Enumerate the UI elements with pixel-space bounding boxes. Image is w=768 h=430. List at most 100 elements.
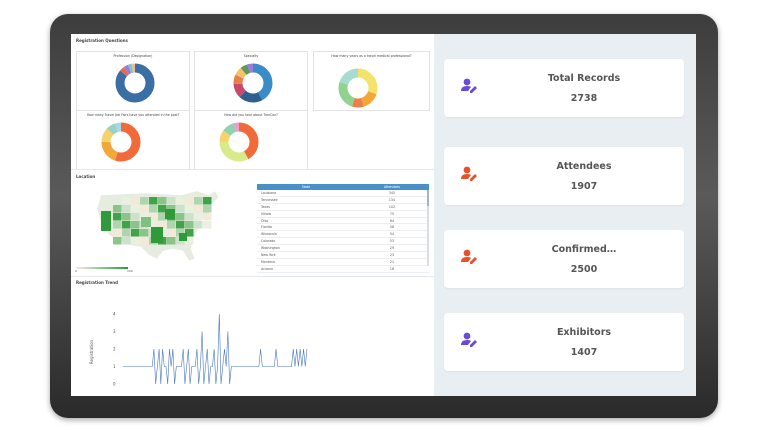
table-scrollbar[interactable] xyxy=(427,190,429,266)
map-state-tile[interactable] xyxy=(122,221,131,229)
map-state-tile[interactable] xyxy=(158,213,167,221)
map-state-tile[interactable] xyxy=(194,197,203,205)
map-state-tile[interactable] xyxy=(158,197,167,205)
donut-slice[interactable] xyxy=(115,63,155,103)
map-state-tile[interactable] xyxy=(131,221,140,229)
map-state-tile[interactable] xyxy=(122,205,131,213)
table-header-attendees[interactable]: Attendees xyxy=(354,184,429,190)
map-state-tile[interactable] xyxy=(185,221,194,229)
donut-slice[interactable] xyxy=(233,63,273,103)
donut-slice[interactable] xyxy=(101,122,141,162)
table-row[interactable]: Ohio 64 xyxy=(257,217,429,225)
table-row[interactable]: Montana 21 xyxy=(257,258,429,266)
map-state-tile[interactable] xyxy=(140,229,149,237)
table-row[interactable]: Illinois 75 xyxy=(257,210,429,218)
map-state-tile[interactable] xyxy=(176,197,185,205)
donut-chart-profession[interactable] xyxy=(113,61,157,105)
donut-chart-heard-about[interactable] xyxy=(217,120,261,164)
map-state-highlight xyxy=(165,209,175,219)
map-state-tile[interactable] xyxy=(113,221,122,229)
donut-slice[interactable] xyxy=(101,122,141,162)
map-state-tile[interactable] xyxy=(176,205,185,213)
map-state-tile[interactable] xyxy=(194,205,203,213)
table-row[interactable]: Tennessee 134 xyxy=(257,196,429,204)
donut-chart-jobfairs[interactable] xyxy=(99,120,143,164)
map-state-tile[interactable] xyxy=(176,213,185,221)
card-confirmed[interactable]: Confirmed… 2500 xyxy=(444,230,684,288)
table-row[interactable]: Texas 102 xyxy=(257,203,429,211)
map-state-tile[interactable] xyxy=(122,213,131,221)
donut-slice[interactable] xyxy=(219,122,259,162)
map-state-tile[interactable] xyxy=(167,237,176,245)
map-state-tile[interactable] xyxy=(203,205,212,213)
map-state-tile[interactable] xyxy=(176,229,185,237)
card-title: Exhibitors xyxy=(556,327,612,338)
map-state-tile[interactable] xyxy=(203,197,212,205)
map-state-tile[interactable] xyxy=(140,205,149,213)
donut-slice[interactable] xyxy=(338,68,378,108)
table-row[interactable]: New York 23 xyxy=(257,251,429,259)
map-state-tile[interactable] xyxy=(185,229,194,237)
table-header-state[interactable]: State xyxy=(257,184,355,190)
map-state-tile[interactable] xyxy=(158,205,167,213)
map-state-tile[interactable] xyxy=(203,213,212,221)
donut-chart-specialty[interactable] xyxy=(231,61,275,105)
map-state-tile[interactable] xyxy=(131,229,140,237)
map-state-tile[interactable] xyxy=(149,213,158,221)
map-state-tile[interactable] xyxy=(113,213,122,221)
table-scrollbar-thumb[interactable] xyxy=(427,190,429,206)
map-state-tile[interactable] xyxy=(140,237,149,245)
map-state-tile[interactable] xyxy=(140,197,149,205)
card-exhibitors[interactable]: Exhibitors 1407 xyxy=(444,313,684,371)
table-row[interactable]: Washington 29 xyxy=(257,244,429,253)
map-state-tile[interactable] xyxy=(185,197,194,205)
map-state-tile[interactable] xyxy=(113,205,122,213)
map-state-tile[interactable] xyxy=(203,221,212,229)
map-state-tile[interactable] xyxy=(131,205,140,213)
map-state-tile[interactable] xyxy=(185,205,194,213)
registration-trend-chart[interactable]: Registration 0 1 2 3 4 xyxy=(85,292,315,392)
map-state-tile[interactable] xyxy=(149,221,158,229)
donut-title: Profession (Designation) xyxy=(113,54,153,58)
user-edit-icon xyxy=(461,78,477,93)
map-state-tile[interactable] xyxy=(167,205,176,213)
card-attendees[interactable]: Attendees 1907 xyxy=(444,147,684,205)
state-name-cell: New York xyxy=(257,251,355,259)
map-state-tile[interactable] xyxy=(158,221,167,229)
donut-slice[interactable] xyxy=(233,63,273,103)
donut-slice[interactable] xyxy=(338,68,378,108)
donut-slice[interactable] xyxy=(338,68,378,108)
donut-slice[interactable] xyxy=(233,63,273,103)
us-map[interactable] xyxy=(93,187,223,265)
card-total-records[interactable]: Total Records 2738 xyxy=(444,59,684,117)
map-state-tile[interactable] xyxy=(176,221,185,229)
map-state-tile[interactable] xyxy=(131,197,140,205)
map-state-tile[interactable] xyxy=(113,229,122,237)
map-state-tile[interactable] xyxy=(140,213,149,221)
table-row[interactable]: Florida 58 xyxy=(257,223,429,232)
map-state-tile[interactable] xyxy=(149,205,158,213)
map-state-tile[interactable] xyxy=(131,213,140,221)
donut-chart-years[interactable] xyxy=(336,66,380,110)
map-state-tile[interactable] xyxy=(167,221,176,229)
map-state-tile[interactable] xyxy=(194,221,203,229)
card-icon-body xyxy=(461,257,471,262)
map-state-tile[interactable] xyxy=(185,213,194,221)
map-state-tile[interactable] xyxy=(149,197,158,205)
table-row[interactable]: Wisconsin 54 xyxy=(257,230,429,239)
map-state-tile[interactable] xyxy=(131,237,140,245)
attendee-count-cell: 54 xyxy=(354,230,429,239)
attendee-count-cell: 134 xyxy=(354,196,429,204)
donut-slice[interactable] xyxy=(219,122,259,162)
map-state-tile[interactable] xyxy=(113,237,122,245)
table-row[interactable]: Colorado 53 xyxy=(257,237,429,246)
map-state-tile[interactable] xyxy=(167,197,176,205)
map-state-tile[interactable] xyxy=(122,229,131,237)
table-row[interactable]: Arizona 18 xyxy=(257,265,429,273)
map-state-tile[interactable] xyxy=(167,229,176,237)
table-row[interactable]: Louisiana 345 xyxy=(257,190,429,197)
map-state-tile[interactable] xyxy=(185,237,194,245)
map-state-tile[interactable] xyxy=(122,197,131,205)
map-state-tile[interactable] xyxy=(194,213,203,221)
map-state-tile[interactable] xyxy=(122,237,131,245)
